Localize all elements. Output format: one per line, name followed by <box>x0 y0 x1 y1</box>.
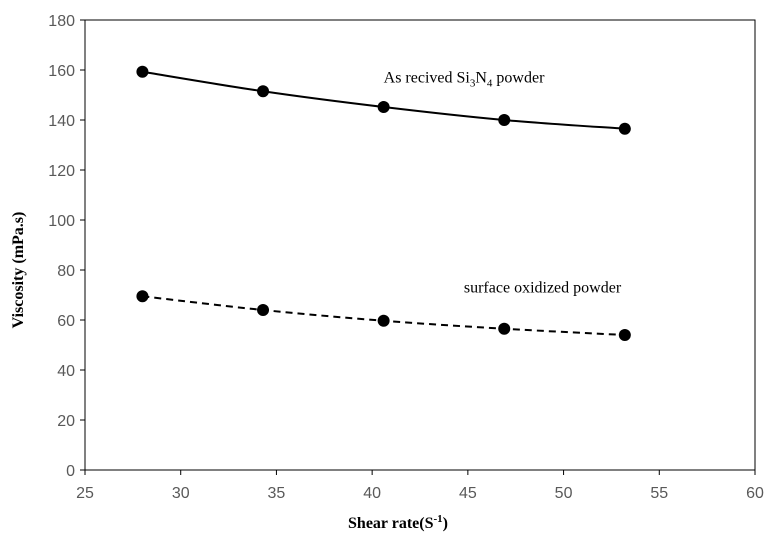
y-tick-label: 160 <box>48 63 75 80</box>
series-2-point <box>377 314 390 327</box>
x-tick-label: 40 <box>363 485 381 502</box>
x-axis-title: Shear rate(S-1) <box>348 513 448 532</box>
y-ticks: 0 20 40 60 80 100 120 140 160 180 <box>48 13 85 480</box>
series-2-point <box>618 329 631 341</box>
x-tick-label: 45 <box>459 485 477 502</box>
y-tick-label: 180 <box>48 13 75 30</box>
series-2-point <box>257 304 270 316</box>
y-tick-label: 40 <box>57 363 75 380</box>
series-1-point <box>136 65 149 78</box>
annotations: As recived Si3N4 powder surface oxidized … <box>384 70 622 297</box>
annotation-2: surface oxidized powder <box>464 280 622 297</box>
y-tick-label: 20 <box>57 413 75 430</box>
x-axis-title-close: ) <box>443 515 448 532</box>
series-group <box>136 65 631 341</box>
y-tick-label: 0 <box>66 463 75 480</box>
x-tick-label: 60 <box>746 485 764 502</box>
series-2-point <box>498 322 511 335</box>
y-tick-label: 80 <box>57 263 75 280</box>
y-tick-label: 140 <box>48 113 75 130</box>
y-tick-label: 100 <box>48 213 75 230</box>
axes <box>84 19 756 471</box>
plot-frame <box>84 19 756 471</box>
annotation-1: As recived Si3N4 powder <box>384 70 545 90</box>
series-1-point <box>498 114 511 126</box>
x-tick-label: 50 <box>555 485 573 502</box>
x-ticks: 25 30 35 40 45 50 55 60 <box>76 470 764 502</box>
x-tick-label: 25 <box>76 485 94 502</box>
y-axis-title: Viscosity (mPa.s) <box>10 212 27 329</box>
series-1-point <box>257 85 270 98</box>
series-1-point <box>618 122 631 135</box>
y-tick-label: 120 <box>48 163 75 180</box>
x-axis-title-sup: -1 <box>433 513 442 525</box>
x-tick-label: 35 <box>268 485 286 502</box>
series-2-point <box>136 290 149 303</box>
x-tick-label: 30 <box>172 485 190 502</box>
y-tick-label: 60 <box>57 313 75 330</box>
x-tick-label: 55 <box>650 485 668 502</box>
x-axis-title-main: Shear rate(S <box>348 515 434 532</box>
series-1-point <box>377 101 390 113</box>
